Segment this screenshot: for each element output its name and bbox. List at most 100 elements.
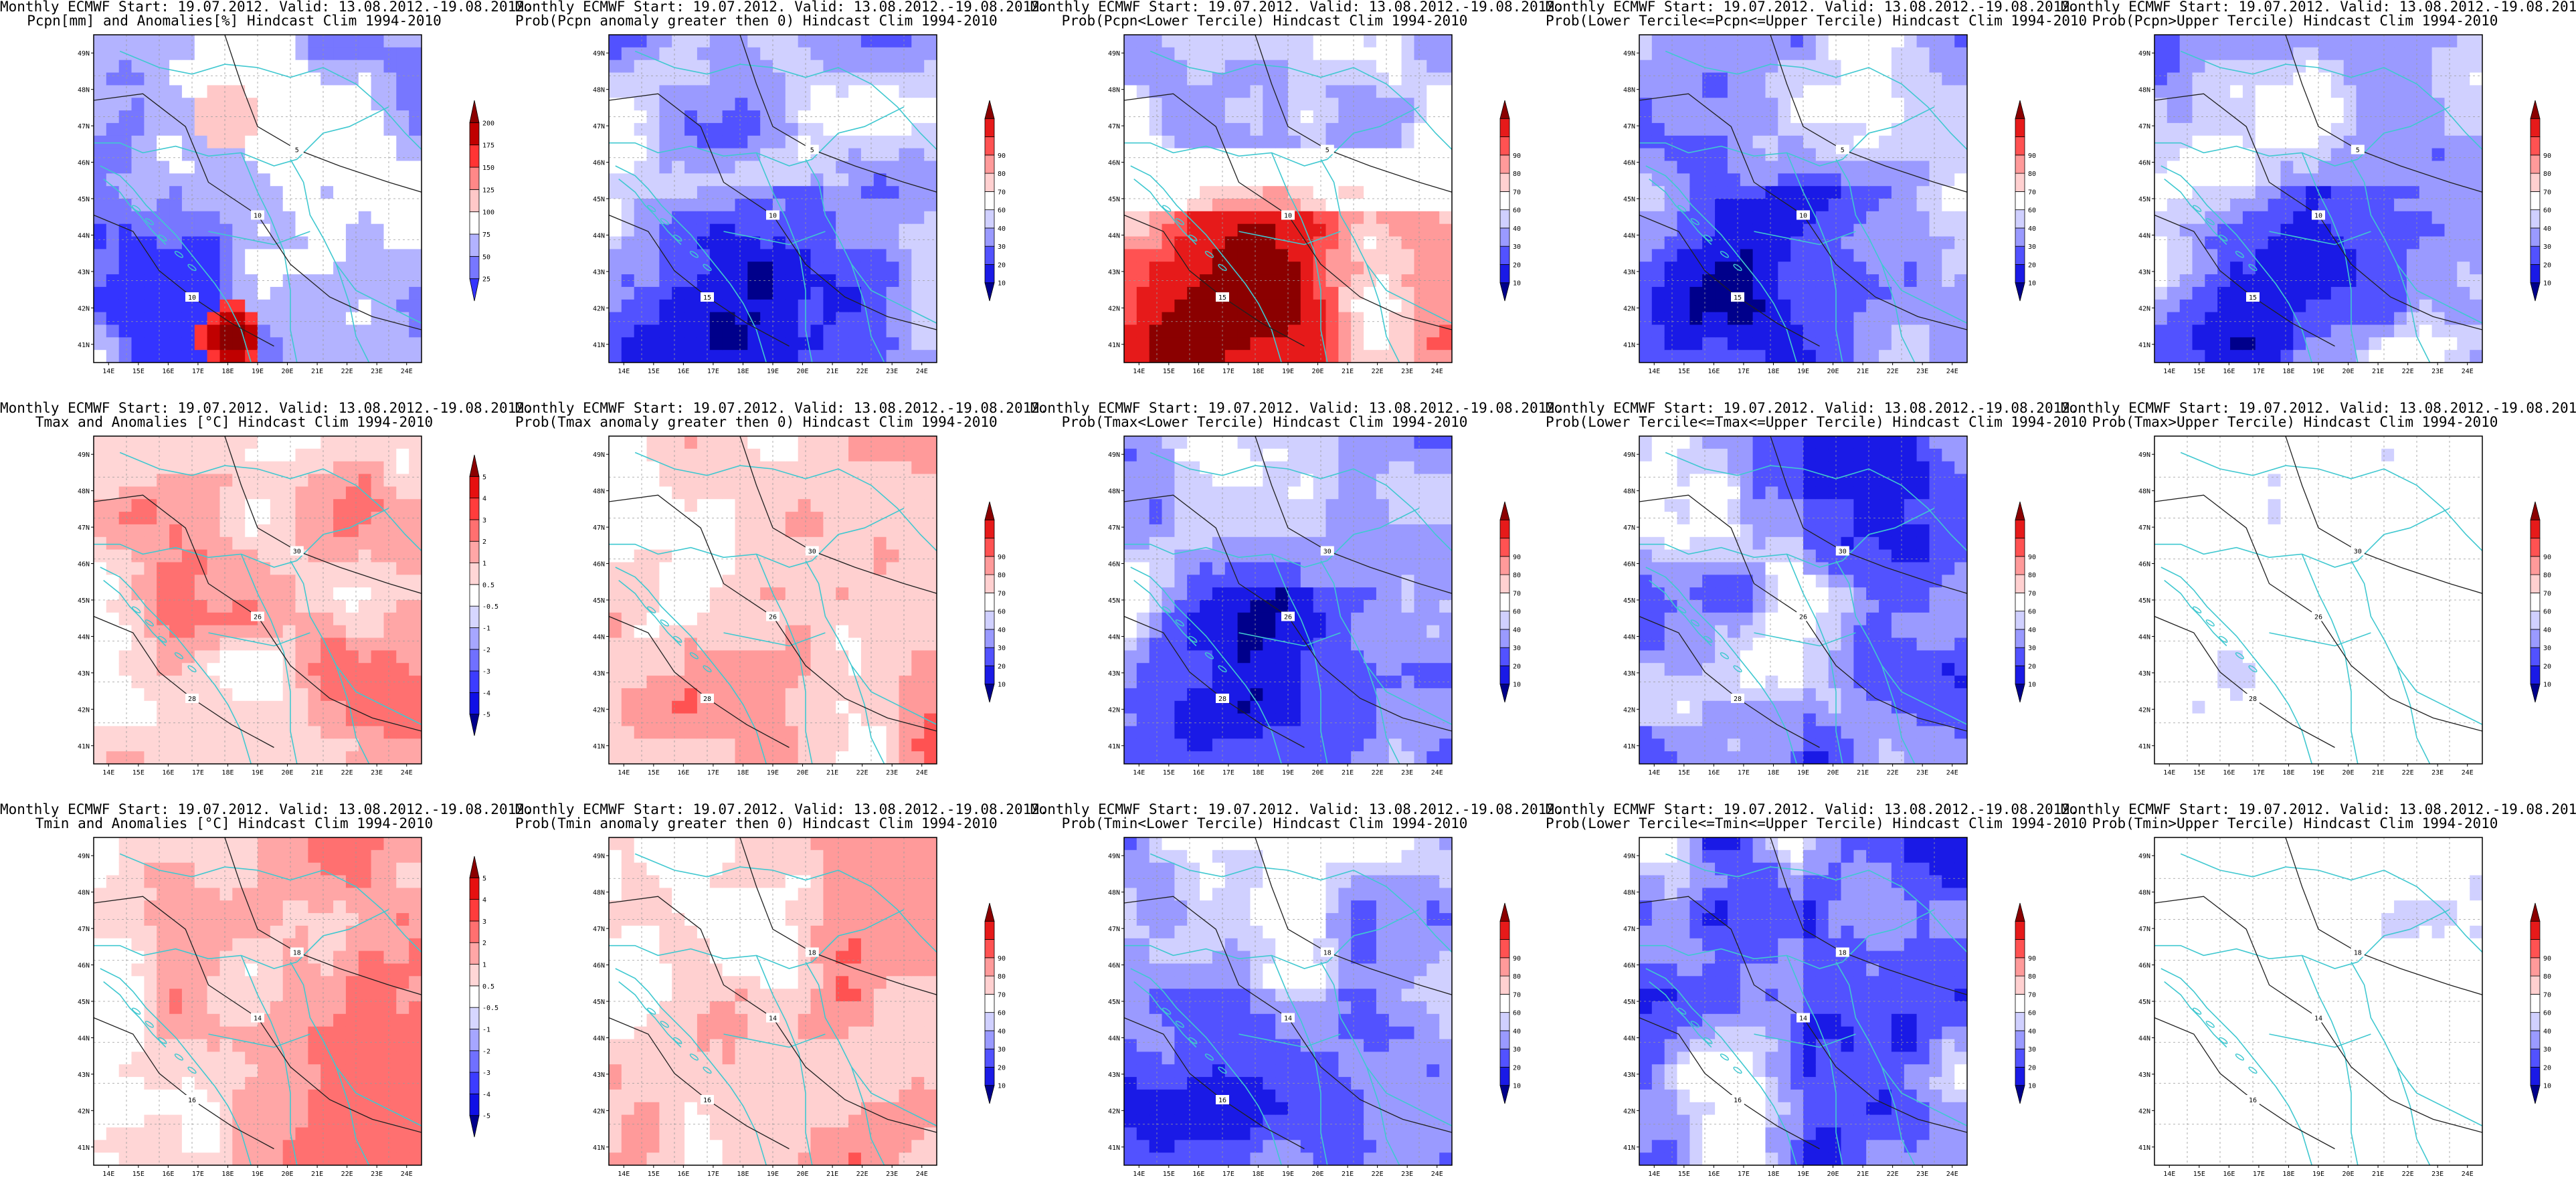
field-cell <box>1803 60 1817 74</box>
field-cell <box>684 700 698 714</box>
field-cell <box>621 47 635 61</box>
field-cell <box>2280 350 2294 363</box>
field-cell <box>1313 324 1327 338</box>
field-cell <box>2419 173 2433 187</box>
colorbar-segment <box>469 605 480 628</box>
coastline <box>240 153 298 363</box>
field-cell <box>785 47 799 61</box>
field-cell <box>371 726 384 739</box>
field-cell <box>1841 236 1854 249</box>
field-cell <box>860 299 875 313</box>
field-cell <box>295 110 308 124</box>
field-cell <box>409 249 422 262</box>
field-cell <box>333 173 347 187</box>
field-cell <box>672 173 685 187</box>
field-cell <box>2343 173 2357 187</box>
field-cell <box>1778 299 1791 313</box>
panel-title: Monthly ECMWF Start: 19.07.2012. Valid: … <box>1030 0 1564 15</box>
field-cell <box>722 751 735 764</box>
field-cell <box>383 312 397 325</box>
field-cell <box>232 549 246 563</box>
field-cell <box>282 47 296 61</box>
field-cell <box>798 60 812 74</box>
field-cell <box>760 173 773 187</box>
field-cell <box>358 587 372 601</box>
field-cell <box>785 286 799 300</box>
field-cell <box>1765 211 1778 225</box>
field-cell <box>194 461 208 475</box>
field-cell <box>333 512 347 525</box>
field-cell <box>144 536 157 550</box>
field-cell <box>924 47 937 61</box>
field-cell <box>1414 161 1427 174</box>
field-cell <box>2179 312 2193 325</box>
field-cell <box>409 448 422 462</box>
field-cell <box>873 98 887 111</box>
field-cell <box>2255 85 2269 98</box>
field-cell <box>2369 85 2382 98</box>
field-cell <box>1149 148 1163 161</box>
field-cell <box>2470 312 2482 325</box>
field-cell <box>2280 186 2294 199</box>
colorbar-label: 30 <box>2028 243 2036 251</box>
field-cell <box>659 486 672 500</box>
lat-tick-label: 48N <box>78 488 90 496</box>
field-cell <box>409 47 422 61</box>
lat-tick-label: 46N <box>1108 160 1120 167</box>
field-cell <box>358 700 372 714</box>
coastline <box>240 554 298 764</box>
field-cell <box>1313 286 1327 300</box>
field-cell <box>709 249 723 262</box>
field-cell <box>1879 148 1892 161</box>
field-cell <box>2242 249 2256 262</box>
field-cell <box>2330 161 2344 174</box>
field-cell <box>886 60 899 74</box>
field-cell <box>207 436 220 449</box>
field-cell <box>2419 98 2433 111</box>
field-cell <box>157 161 170 174</box>
lon-tick-label: 23E <box>371 769 383 777</box>
field-cell <box>2217 72 2231 86</box>
field-cell <box>672 474 685 487</box>
field-cell <box>2255 35 2269 48</box>
field-cell <box>396 85 409 98</box>
field-cell <box>2268 286 2281 300</box>
field-cell <box>621 299 635 313</box>
field-cell <box>798 47 812 61</box>
field-cell <box>848 47 862 61</box>
field-cell <box>2318 286 2332 300</box>
field-cell <box>672 512 685 525</box>
field-cell <box>409 499 422 512</box>
field-cell <box>1427 148 1440 161</box>
lon-tick-label: 23E <box>371 368 383 375</box>
field-cell <box>2179 236 2193 249</box>
field-cell <box>1702 110 1716 124</box>
field-cell <box>646 122 660 136</box>
colorbar-segment <box>469 519 480 542</box>
field-cell <box>634 549 648 563</box>
field-cell <box>157 110 170 124</box>
field-cell <box>621 436 635 449</box>
field-cell <box>106 85 120 98</box>
field-cell <box>2431 223 2445 237</box>
field-cell <box>2154 173 2168 187</box>
field-cell <box>1942 173 1955 187</box>
colorbar-segment <box>469 714 480 736</box>
field-cell <box>1224 236 1238 249</box>
field-cell <box>320 676 334 689</box>
field-cell <box>2343 324 2357 338</box>
field-cell <box>169 738 183 752</box>
lat-tick-label: 43N <box>593 269 605 276</box>
coastline <box>812 106 905 160</box>
field-cell <box>1740 337 1754 350</box>
field-cell <box>873 173 887 187</box>
lon-tick-label: 14E <box>102 769 114 777</box>
field-cell <box>308 575 321 588</box>
field-cell <box>144 700 157 714</box>
field-cell <box>2318 337 2332 350</box>
field-cell <box>345 448 359 462</box>
field-cell <box>785 350 799 363</box>
field-cell <box>1677 85 1690 98</box>
field-cell <box>1815 324 1829 338</box>
coastline <box>1130 165 1282 363</box>
